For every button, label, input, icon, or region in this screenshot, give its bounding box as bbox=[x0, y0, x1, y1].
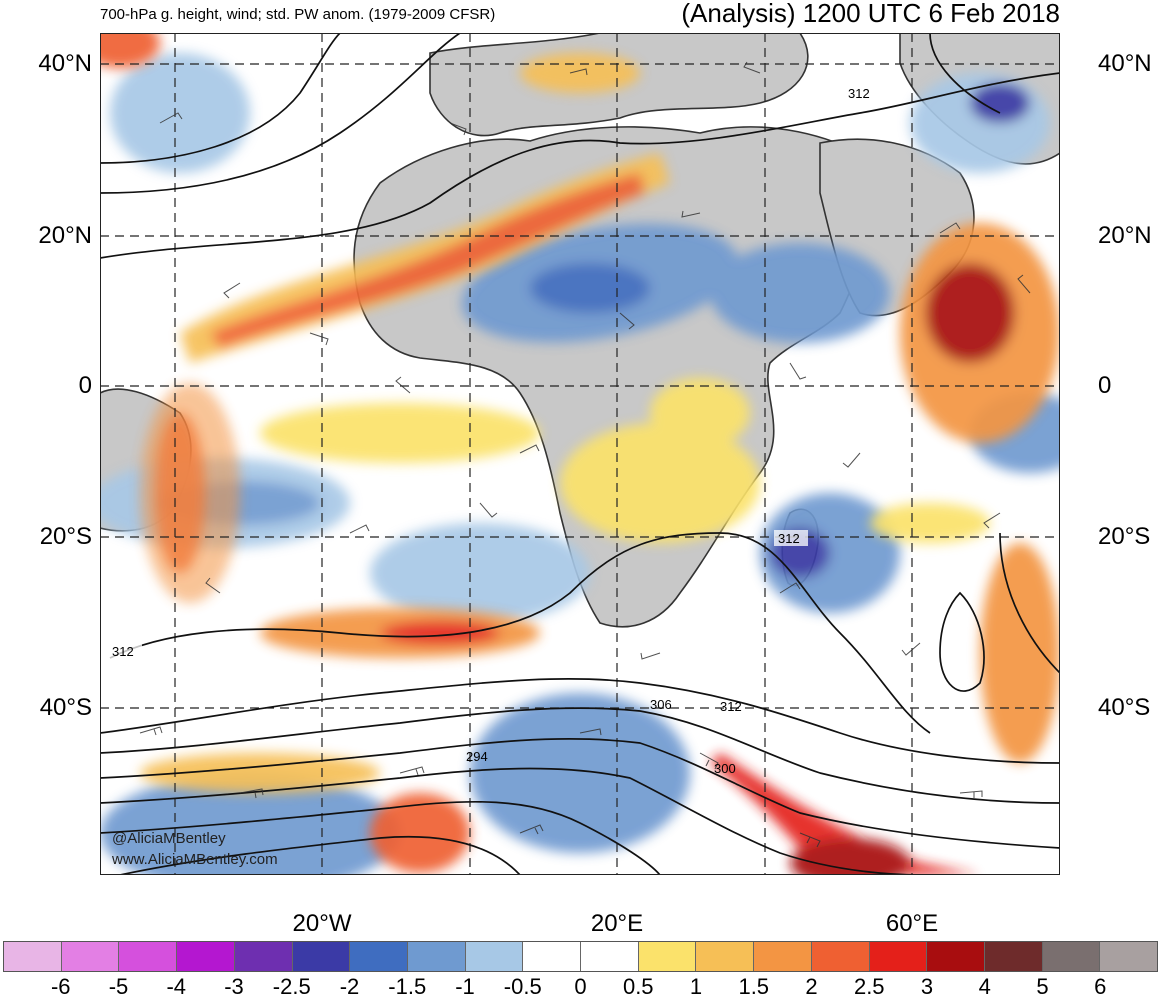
colorbar-swatch bbox=[1100, 941, 1159, 972]
colorbar-swatch bbox=[984, 941, 1043, 972]
contour-label-312-s: 312 bbox=[720, 699, 742, 714]
colorbar-swatch bbox=[407, 941, 466, 972]
weather-map: 312 312 312 306 312 300 294 bbox=[100, 33, 1060, 875]
colorbar-tick-label: -3 bbox=[224, 974, 244, 999]
colorbar-swatch bbox=[119, 941, 178, 972]
lat-label-40s-left: 40°S bbox=[39, 694, 92, 721]
map-subtitle: 700-hPa g. height, wind; std. PW anom. (… bbox=[100, 6, 496, 23]
positive-pw-anomalies bbox=[100, 33, 1060, 875]
colorbar-swatch bbox=[292, 941, 351, 972]
colorbar-tick-label: 2.5 bbox=[853, 974, 885, 999]
colorbar-swatch bbox=[61, 941, 120, 972]
colorbar-swatch bbox=[350, 941, 408, 972]
lat-label-20n-right: 20°N bbox=[1098, 222, 1152, 249]
colorbar-tick-label: 0.5 bbox=[622, 974, 654, 999]
colorbar-tick-label: -1 bbox=[455, 974, 475, 999]
lon-label-60e: 60°E bbox=[885, 910, 939, 937]
colorbar-tick-label: -0.5 bbox=[503, 974, 542, 999]
colorbar-swatch bbox=[523, 941, 582, 972]
wind-barbs bbox=[139, 61, 1031, 848]
colorbar-swatch bbox=[465, 941, 524, 972]
negative-pw-anomalies bbox=[100, 53, 1060, 875]
lat-label-40n-right: 40°N bbox=[1098, 50, 1152, 77]
colorbar-swatch bbox=[177, 941, 235, 972]
lat-label-20s-right: 20°S bbox=[1098, 523, 1151, 550]
colorbar-swatch bbox=[234, 941, 293, 972]
colorbar-swatch bbox=[581, 941, 639, 972]
contour-label-312-w: 312 bbox=[112, 644, 134, 659]
colorbar-tick-label: -4 bbox=[166, 974, 187, 999]
colorbar-swatch bbox=[696, 941, 755, 972]
contour-label-306: 306 bbox=[650, 697, 672, 712]
credit-website: www.AliciaMBentley.com bbox=[112, 851, 278, 868]
colorbar-tick-label: 4 bbox=[978, 974, 991, 999]
colorbar-tick-label: 1 bbox=[689, 974, 703, 999]
colorbar-swatch bbox=[1042, 941, 1101, 972]
lon-label-20w: 20°W bbox=[292, 910, 352, 937]
lat-label-eq-left: 0 bbox=[78, 372, 92, 399]
colorbar-tick-label: -1.5 bbox=[388, 974, 427, 999]
contour-labels: 312 312 312 306 312 300 294 bbox=[108, 85, 878, 776]
lat-label-20s-left: 20°S bbox=[39, 523, 92, 550]
height-contours bbox=[100, 33, 1060, 875]
colorbar bbox=[3, 941, 1159, 972]
lon-label-20e: 20°E bbox=[590, 910, 644, 937]
colorbar-swatch bbox=[869, 941, 928, 972]
colorbar-tick-label: -2.5 bbox=[272, 974, 311, 999]
colorbar-swatch bbox=[3, 941, 62, 972]
contour-label-300: 300 bbox=[714, 761, 736, 776]
colorbar-swatch bbox=[927, 941, 985, 972]
colorbar-tick-label: 3 bbox=[920, 974, 934, 999]
colorbar-tick-label: -6 bbox=[50, 974, 71, 999]
colorbar-swatch bbox=[811, 941, 870, 972]
credit-twitter: @AliciaMBentley bbox=[112, 830, 226, 847]
colorbar-tick-label: 0 bbox=[574, 974, 587, 999]
colorbar-tick-label: 6 bbox=[1094, 974, 1107, 999]
colorbar-swatch bbox=[638, 941, 697, 972]
colorbar-swatch bbox=[754, 941, 812, 972]
lat-label-40s-right: 40°S bbox=[1098, 694, 1151, 721]
map-title: (Analysis) 1200 UTC 6 Feb 2018 bbox=[681, 0, 1060, 28]
colorbar-tick-label: 1.5 bbox=[738, 974, 770, 999]
contour-label-312-ne: 312 bbox=[848, 86, 870, 101]
lat-label-40n-left: 40°N bbox=[38, 50, 92, 77]
lat-label-eq-right: 0 bbox=[1098, 372, 1112, 399]
colorbar-tick-label: 5 bbox=[1036, 974, 1049, 999]
colorbar-tick-label: 2 bbox=[805, 974, 818, 999]
map-frame bbox=[100, 33, 1060, 875]
contour-label-312-se: 312 bbox=[778, 531, 800, 546]
contour-label-294: 294 bbox=[466, 749, 488, 764]
lat-label-20n-left: 20°N bbox=[38, 222, 92, 249]
colorbar-tick-label: -5 bbox=[108, 974, 129, 999]
colorbar-tick-label: -2 bbox=[339, 974, 360, 999]
